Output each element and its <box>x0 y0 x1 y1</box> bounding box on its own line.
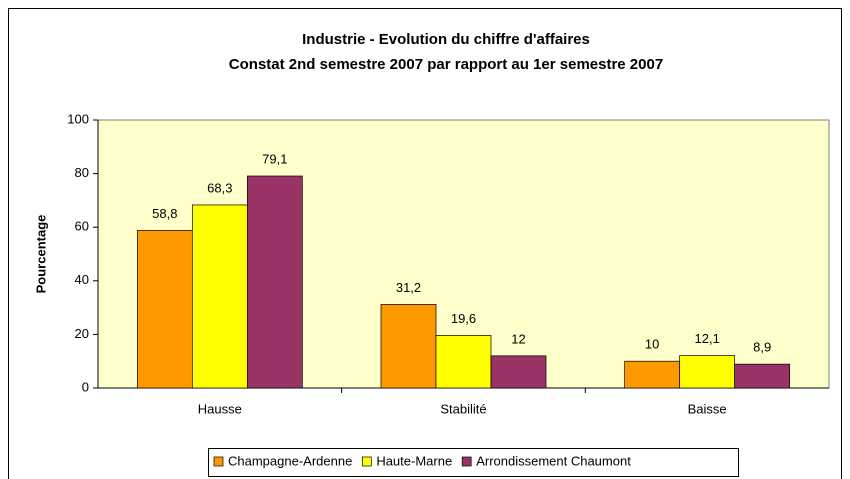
y-tick-label: 100 <box>67 111 89 126</box>
legend-box <box>208 448 739 477</box>
value-label: 19,6 <box>451 311 476 326</box>
bar <box>679 355 736 389</box>
value-label: 31,2 <box>396 280 421 295</box>
value-label: 8,9 <box>753 340 771 355</box>
y-axis-label: Pourcentage <box>33 215 48 294</box>
y-tick-label: 0 <box>82 379 89 394</box>
x-tick-label: Hausse <box>198 401 242 416</box>
legend-swatch <box>213 456 224 467</box>
bar <box>734 363 791 389</box>
bar <box>624 360 681 389</box>
bar <box>191 204 248 389</box>
legend-swatch <box>461 456 472 467</box>
value-label: 10 <box>645 337 659 352</box>
value-label: 58,8 <box>152 206 177 221</box>
y-tick-label: 40 <box>75 272 89 287</box>
value-label: 12,1 <box>695 331 720 346</box>
chart-subtitle: Constat 2nd semestre 2007 par rapport au… <box>229 56 663 73</box>
bar <box>136 230 193 389</box>
legend-label: Haute-Marne <box>376 453 452 468</box>
value-label: 79,1 <box>262 151 287 166</box>
bar <box>435 335 492 389</box>
x-tick-label: Stabilité <box>440 401 486 416</box>
y-tick-label: 60 <box>75 219 89 234</box>
legend-label: Arrondissement Chaumont <box>476 453 631 468</box>
value-label: 68,3 <box>207 180 232 195</box>
bar <box>490 355 547 389</box>
legend-swatch <box>361 456 372 467</box>
value-label: 12 <box>511 331 525 346</box>
y-tick-label: 80 <box>75 165 89 180</box>
chart-title: Industrie - Evolution du chiffre d'affai… <box>302 31 590 48</box>
bar <box>246 175 303 389</box>
x-tick-label: Baisse <box>688 401 727 416</box>
bar <box>380 304 437 389</box>
legend-label: Champagne-Ardenne <box>228 453 352 468</box>
y-tick-label: 20 <box>75 326 89 341</box>
